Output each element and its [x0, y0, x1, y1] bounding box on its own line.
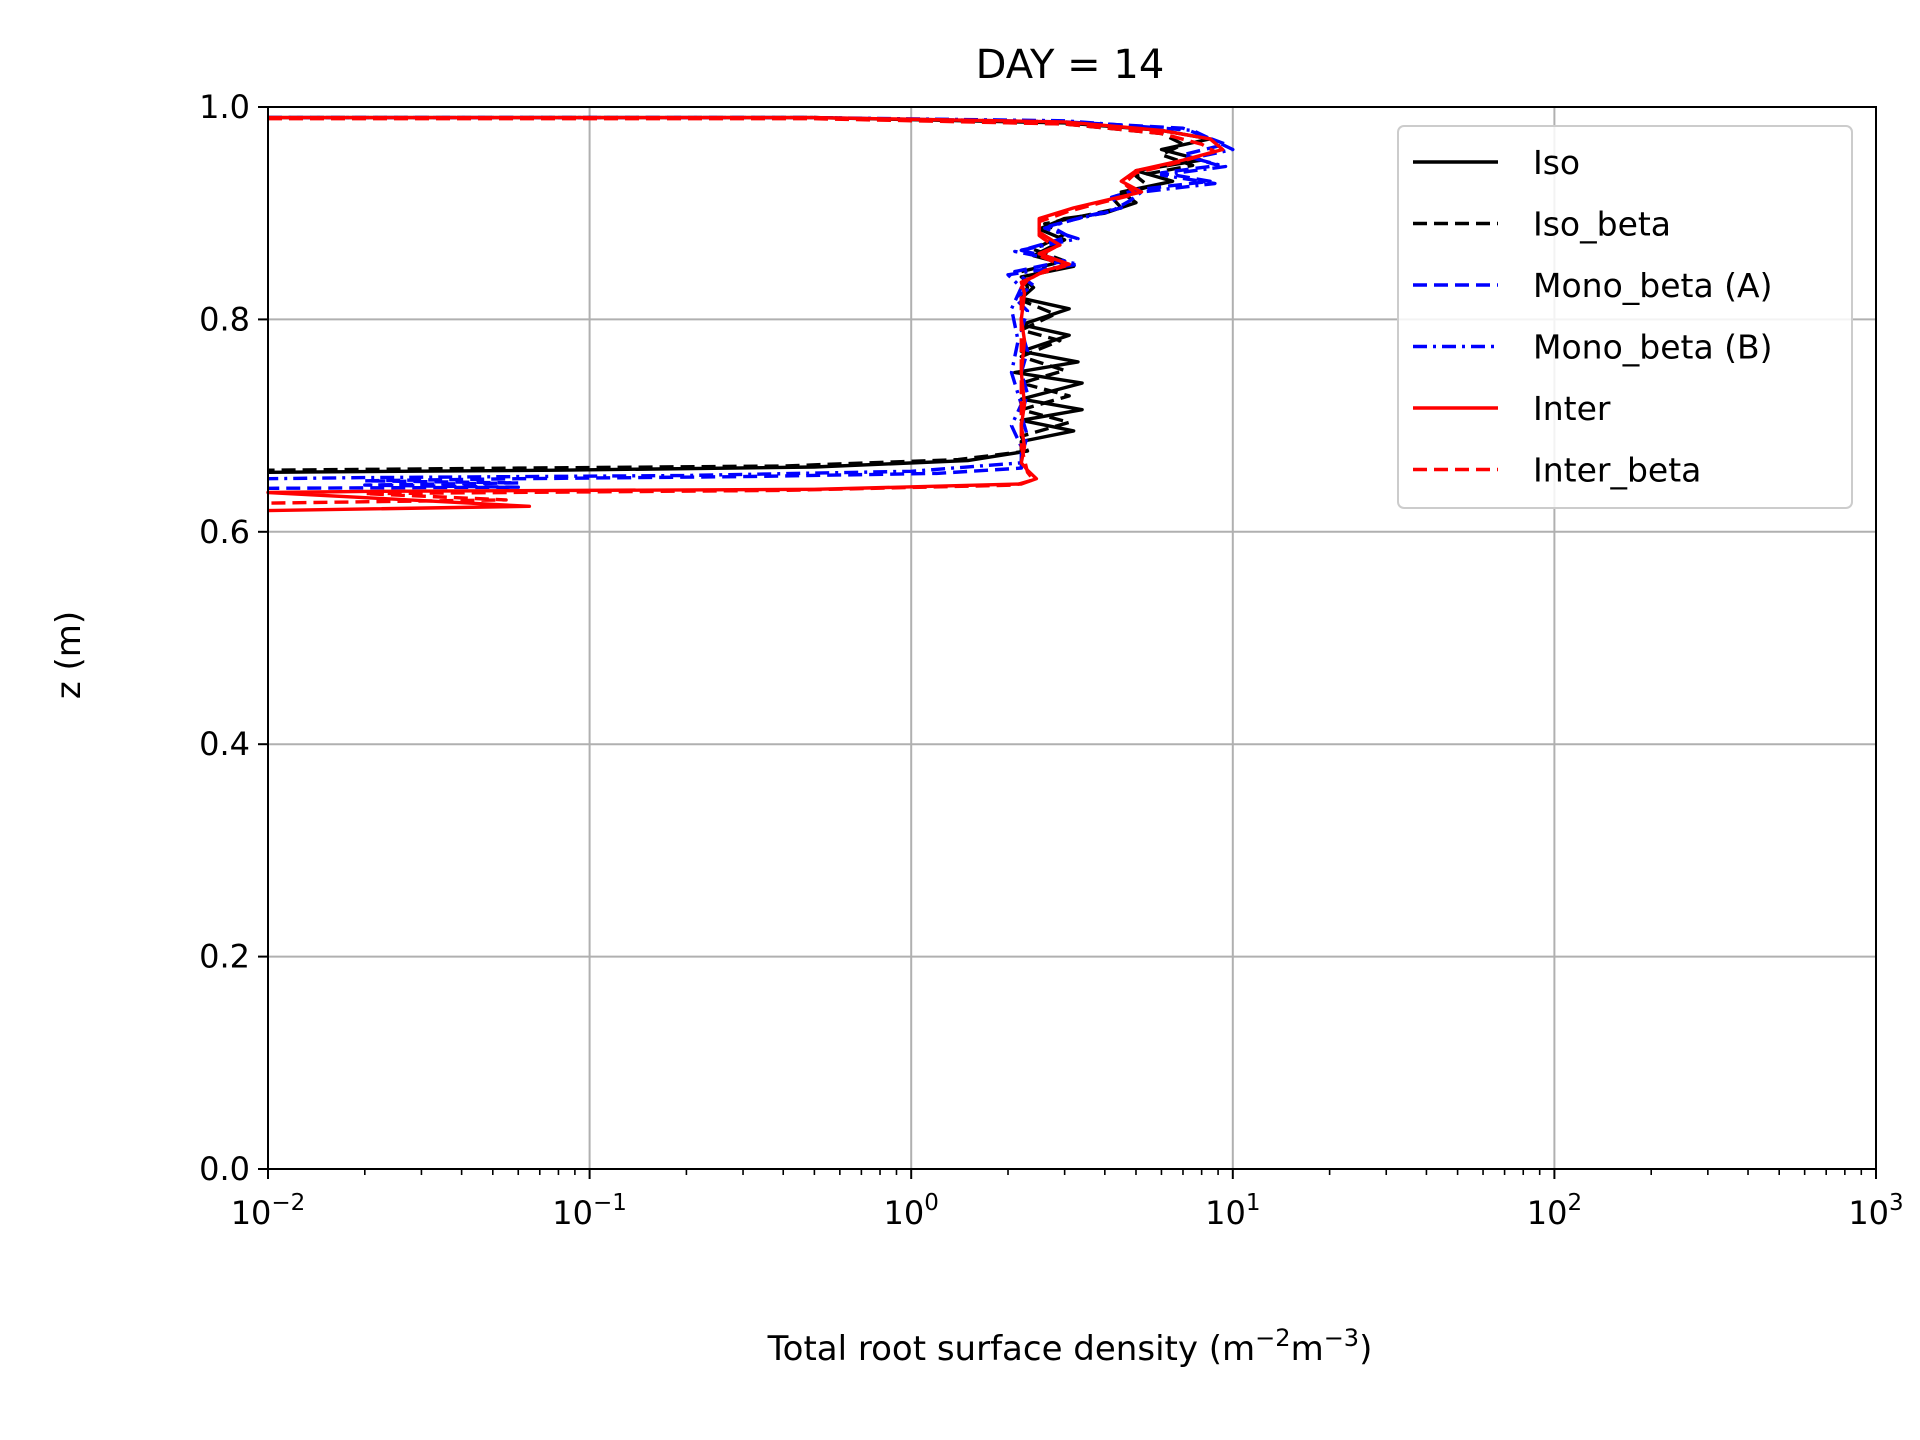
series-line-mono-beta-b [267, 115, 1235, 481]
x-tick-label: 100 [884, 1190, 939, 1232]
legend-label: Mono_beta (A) [1533, 266, 1773, 305]
legend-label: Iso [1533, 143, 1580, 182]
series-line-inter-beta [267, 117, 1217, 505]
series-line-iso-beta [267, 115, 1195, 472]
legend-label: Inter [1533, 389, 1611, 428]
x-axis-label: Total root surface density (m−2m−3) [767, 1324, 1373, 1369]
series-line-iso [267, 115, 1212, 474]
x-tick-label: 102 [1527, 1190, 1582, 1232]
x-tick-label: 101 [1205, 1190, 1260, 1232]
chart-title: DAY = 14 [976, 42, 1165, 88]
legend-label: Inter_beta [1533, 451, 1701, 490]
x-tick-label: 10−1 [552, 1190, 627, 1232]
y-tick-label: 1.0 [199, 88, 250, 126]
legend-label: Iso_beta [1533, 205, 1671, 244]
x-tick-label: 103 [1848, 1190, 1903, 1232]
y-axis-label: z (m) [49, 611, 89, 699]
series-lines [266, 115, 1235, 513]
y-tick-label: 0.8 [199, 300, 250, 338]
plot-frame [267, 106, 1877, 1170]
series-line-inter [266, 115, 1225, 513]
x-tick-label: 10−2 [231, 1190, 306, 1232]
legend-box [1397, 125, 1853, 509]
legend-label: Mono_beta (B) [1533, 328, 1773, 367]
y-tick-label: 0.2 [199, 938, 250, 976]
y-tick-label: 0.0 [199, 1150, 250, 1188]
y-tick-label: 0.6 [199, 513, 250, 551]
axis-ticks: 10−2 10−1 100 101 102 103 0.0 0.2 0.4 0.6 0.8 1.0 [199, 88, 1904, 1232]
legend: Iso Iso_beta Mono_beta (A) Mono_beta (B) Int… [1397, 125, 1853, 509]
series-line-mono-beta-a [267, 115, 1228, 490]
y-tick-label: 0.4 [199, 725, 250, 763]
